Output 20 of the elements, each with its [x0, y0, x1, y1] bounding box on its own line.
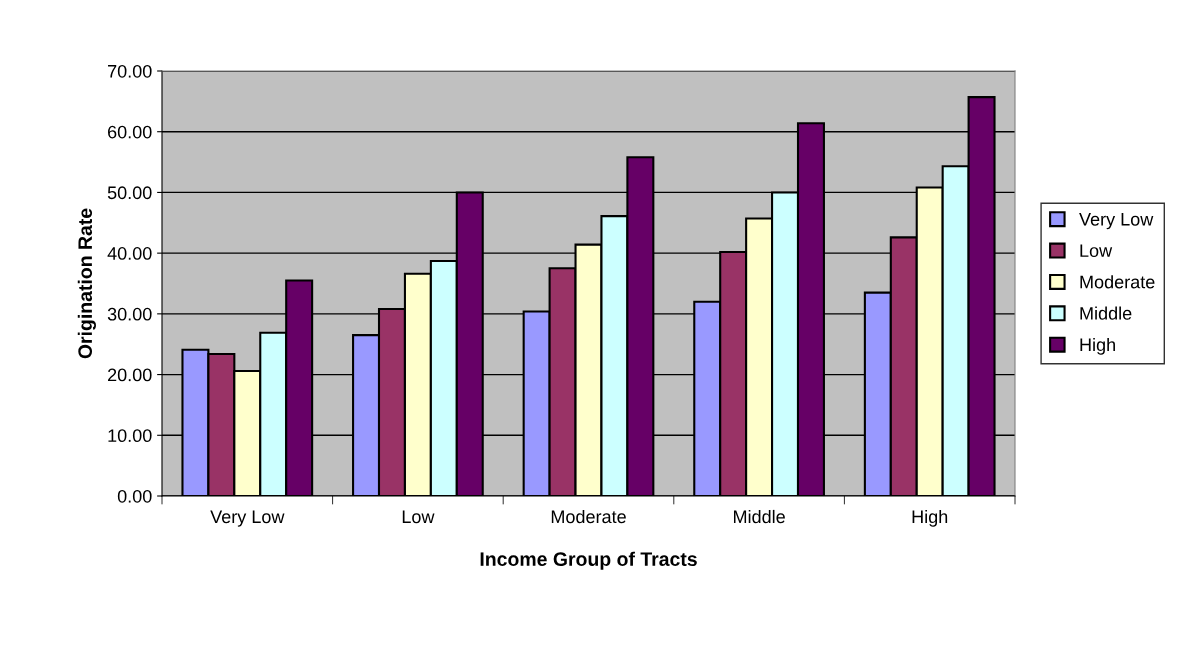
- y-tick-label: 60.00: [108, 125, 152, 139]
- y-tick-label: 70.00: [108, 64, 152, 78]
- y-tick-label: 0.00: [117, 489, 152, 503]
- x-tick-label: Very Low: [210, 510, 285, 527]
- x-tick-label: High: [912, 509, 948, 527]
- y-tick-label: 10.00: [108, 429, 152, 443]
- x-tick-label: Middle: [733, 509, 785, 524]
- legend-label: Middle: [1080, 306, 1132, 320]
- x-tick-label: Low: [402, 510, 435, 524]
- legend-label: Low: [1080, 244, 1113, 258]
- legend-label: High: [1080, 337, 1115, 355]
- y-tick-label: 30.00: [107, 307, 152, 321]
- y-tick-label: 50.00: [107, 186, 152, 200]
- y-tick-label: 20.00: [108, 368, 152, 382]
- x-tick-label: Moderate: [551, 509, 626, 524]
- legend-label: Moderate: [1080, 275, 1155, 289]
- y-axis-title: Origination Rate: [77, 208, 96, 359]
- x-axis-title: Income Group of Tracts: [480, 551, 697, 570]
- y-tick-label: 40.00: [107, 247, 152, 260]
- legend-label: Very Low: [1079, 213, 1154, 230]
